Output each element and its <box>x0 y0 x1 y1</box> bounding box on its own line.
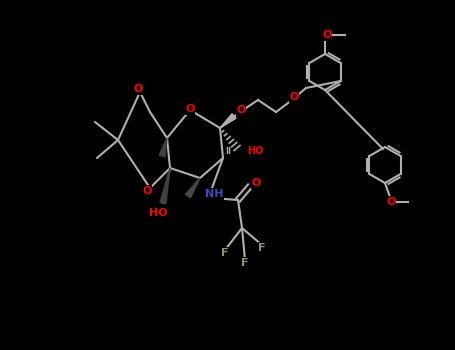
Text: O: O <box>251 178 261 188</box>
Polygon shape <box>160 168 170 204</box>
Text: HO: HO <box>149 208 167 218</box>
Text: F: F <box>258 243 266 253</box>
Text: O: O <box>236 105 246 115</box>
Text: O: O <box>289 92 298 102</box>
Text: NH: NH <box>205 189 223 199</box>
Text: HO: HO <box>247 146 263 156</box>
Polygon shape <box>186 178 200 198</box>
Text: II: II <box>225 147 231 156</box>
Text: F: F <box>221 248 229 258</box>
Polygon shape <box>220 114 236 128</box>
Text: O: O <box>185 104 195 114</box>
Text: O: O <box>386 197 396 207</box>
Text: O: O <box>322 30 332 40</box>
Text: F: F <box>241 258 249 268</box>
Text: O: O <box>142 186 152 196</box>
Polygon shape <box>159 138 167 157</box>
Text: O: O <box>133 84 143 94</box>
